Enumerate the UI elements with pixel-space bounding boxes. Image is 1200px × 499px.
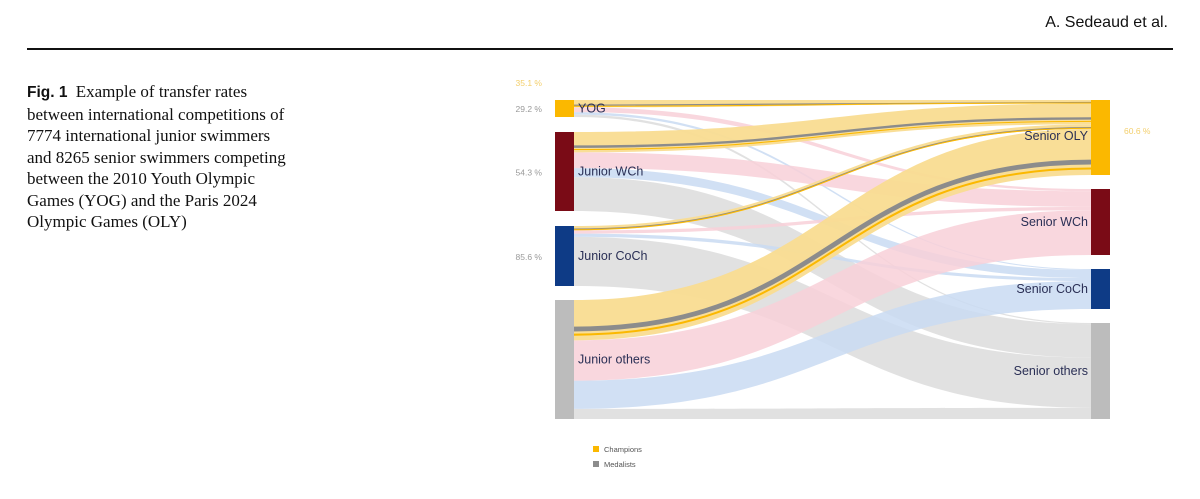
medalist-thread-jothers — [573, 159, 1092, 332]
medalist-thread-jwch — [573, 117, 1092, 148]
flow-yog-to-scoch — [574, 112, 1091, 271]
flows-layer — [573, 100, 1092, 419]
champion-thread-jothers — [573, 167, 1092, 336]
flow-jwch-to-soly — [574, 103, 1091, 153]
source-node-jcoch — [555, 226, 574, 286]
flow-jcoch-to-sothers — [574, 236, 1091, 408]
caption-text: Example of transfer rates between intern… — [27, 82, 286, 231]
source-rate-secondary-yog: 35.1 % — [516, 78, 543, 88]
champion-thread-yog — [573, 102, 1092, 107]
flow-yog-to-swch — [574, 107, 1091, 192]
medalist-thread-jcoch — [573, 126, 1092, 230]
flow-jothers-to-scoch — [574, 281, 1091, 409]
figure-caption: Fig. 1 Example of transfer rates between… — [27, 81, 289, 233]
target-label-scoch: Senior CoCh — [1016, 282, 1088, 296]
flow-jwch-to-swch — [574, 152, 1091, 207]
source-label-yog: YOG — [578, 102, 606, 116]
target-label-soly: Senior OLY — [1024, 129, 1088, 143]
target-rate-soly: 60.6 % — [1124, 126, 1151, 136]
running-head: A. Sedeaud et al. — [1045, 14, 1168, 31]
target-label-sothers: Senior others — [1014, 364, 1088, 378]
medalist-thread-yog — [573, 101, 1092, 106]
target-node-soly — [1091, 100, 1110, 175]
target-node-scoch — [1091, 269, 1110, 309]
source-rate-jwch: 54.3 % — [516, 168, 543, 178]
source-node-jothers — [555, 300, 574, 419]
champion-thread-jwch — [573, 120, 1092, 150]
source-label-jcoch: Junior CoCh — [578, 249, 648, 263]
target-node-swch — [1091, 189, 1110, 255]
nodes-layer — [555, 100, 1110, 419]
legend: Champions Medalists — [593, 445, 642, 469]
source-node-yog — [555, 100, 574, 117]
flow-jothers-to-sothers — [574, 407, 1091, 419]
labels-layer: YOG 29.2 % 35.1 % Junior WCh 54.3 % Junior Co… — [516, 78, 1151, 378]
source-rate-yog: 29.2 % — [516, 104, 543, 114]
legend-label-medalists: Medalists — [604, 460, 636, 469]
target-node-sothers — [1091, 323, 1110, 419]
flow-jcoch-to-soly — [574, 124, 1091, 231]
source-label-jwch: Junior WCh — [578, 165, 643, 179]
legend-label-champions: Champions — [604, 445, 642, 454]
source-rate-jcoch: 85.6 % — [516, 252, 543, 262]
champion-thread-jcoch — [573, 127, 1092, 231]
figure-label: Fig. 1 — [27, 84, 68, 101]
target-label-swch: Senior WCh — [1021, 215, 1088, 229]
legend-swatch-medalists — [593, 461, 599, 467]
source-node-jwch — [555, 132, 574, 211]
legend-swatch-champions — [593, 446, 599, 452]
flow-jothers-to-swch — [574, 210, 1091, 381]
source-label-jothers: Junior others — [578, 353, 650, 367]
header-rule — [27, 48, 1173, 50]
